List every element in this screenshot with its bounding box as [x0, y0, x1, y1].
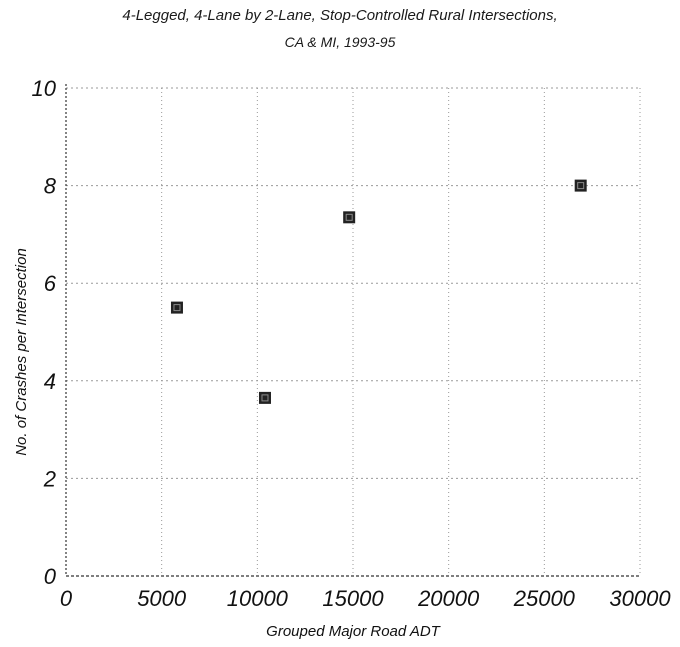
- x-tick-label-10000: 10000: [227, 586, 289, 611]
- data-point-marker-inner: [173, 304, 181, 312]
- data-point-4: [574, 179, 587, 192]
- data-point-3: [343, 211, 356, 224]
- grid-lines: [66, 87, 641, 576]
- data-point-marker: [258, 391, 271, 404]
- y-tick-label-4: 4: [44, 369, 56, 394]
- x-tick-label-25000: 25000: [513, 586, 576, 611]
- data-point-marker: [574, 179, 587, 192]
- y-tick-label-2: 2: [43, 466, 56, 491]
- x-axis-title: Grouped Major Road ADT: [266, 623, 442, 640]
- x-tick-label-5000: 5000: [137, 586, 187, 611]
- x-tick-label-15000: 15000: [322, 586, 384, 611]
- axes: [65, 84, 640, 577]
- x-tick-label-30000: 30000: [609, 586, 671, 611]
- data-point-2: [258, 391, 271, 404]
- tick-labels: 0 5000 10000 15000 20000 25000 30000 0 2 4 6 8 10: [32, 76, 672, 611]
- y-tick-label-6: 6: [44, 271, 57, 296]
- data-points: [170, 179, 587, 404]
- y-axis-title: No. of Crashes per Intersection: [13, 248, 30, 456]
- y-tick-label-10: 10: [32, 76, 57, 101]
- chart-title: 4-Legged, 4-Lane by 2-Lane, Stop-Control…: [122, 7, 558, 24]
- x-tick-label-0: 0: [60, 586, 73, 611]
- chart-subtitle: CA & MI, 1993-95: [284, 34, 396, 50]
- data-point-marker-inner: [345, 213, 353, 221]
- data-point-1: [170, 301, 183, 314]
- data-point-marker: [343, 211, 356, 224]
- data-point-marker: [170, 301, 183, 314]
- y-tick-label-0: 0: [44, 564, 57, 589]
- x-tick-label-20000: 20000: [417, 586, 480, 611]
- data-point-marker-inner: [261, 394, 269, 402]
- data-point-marker-inner: [577, 182, 585, 190]
- y-tick-label-8: 8: [44, 174, 57, 199]
